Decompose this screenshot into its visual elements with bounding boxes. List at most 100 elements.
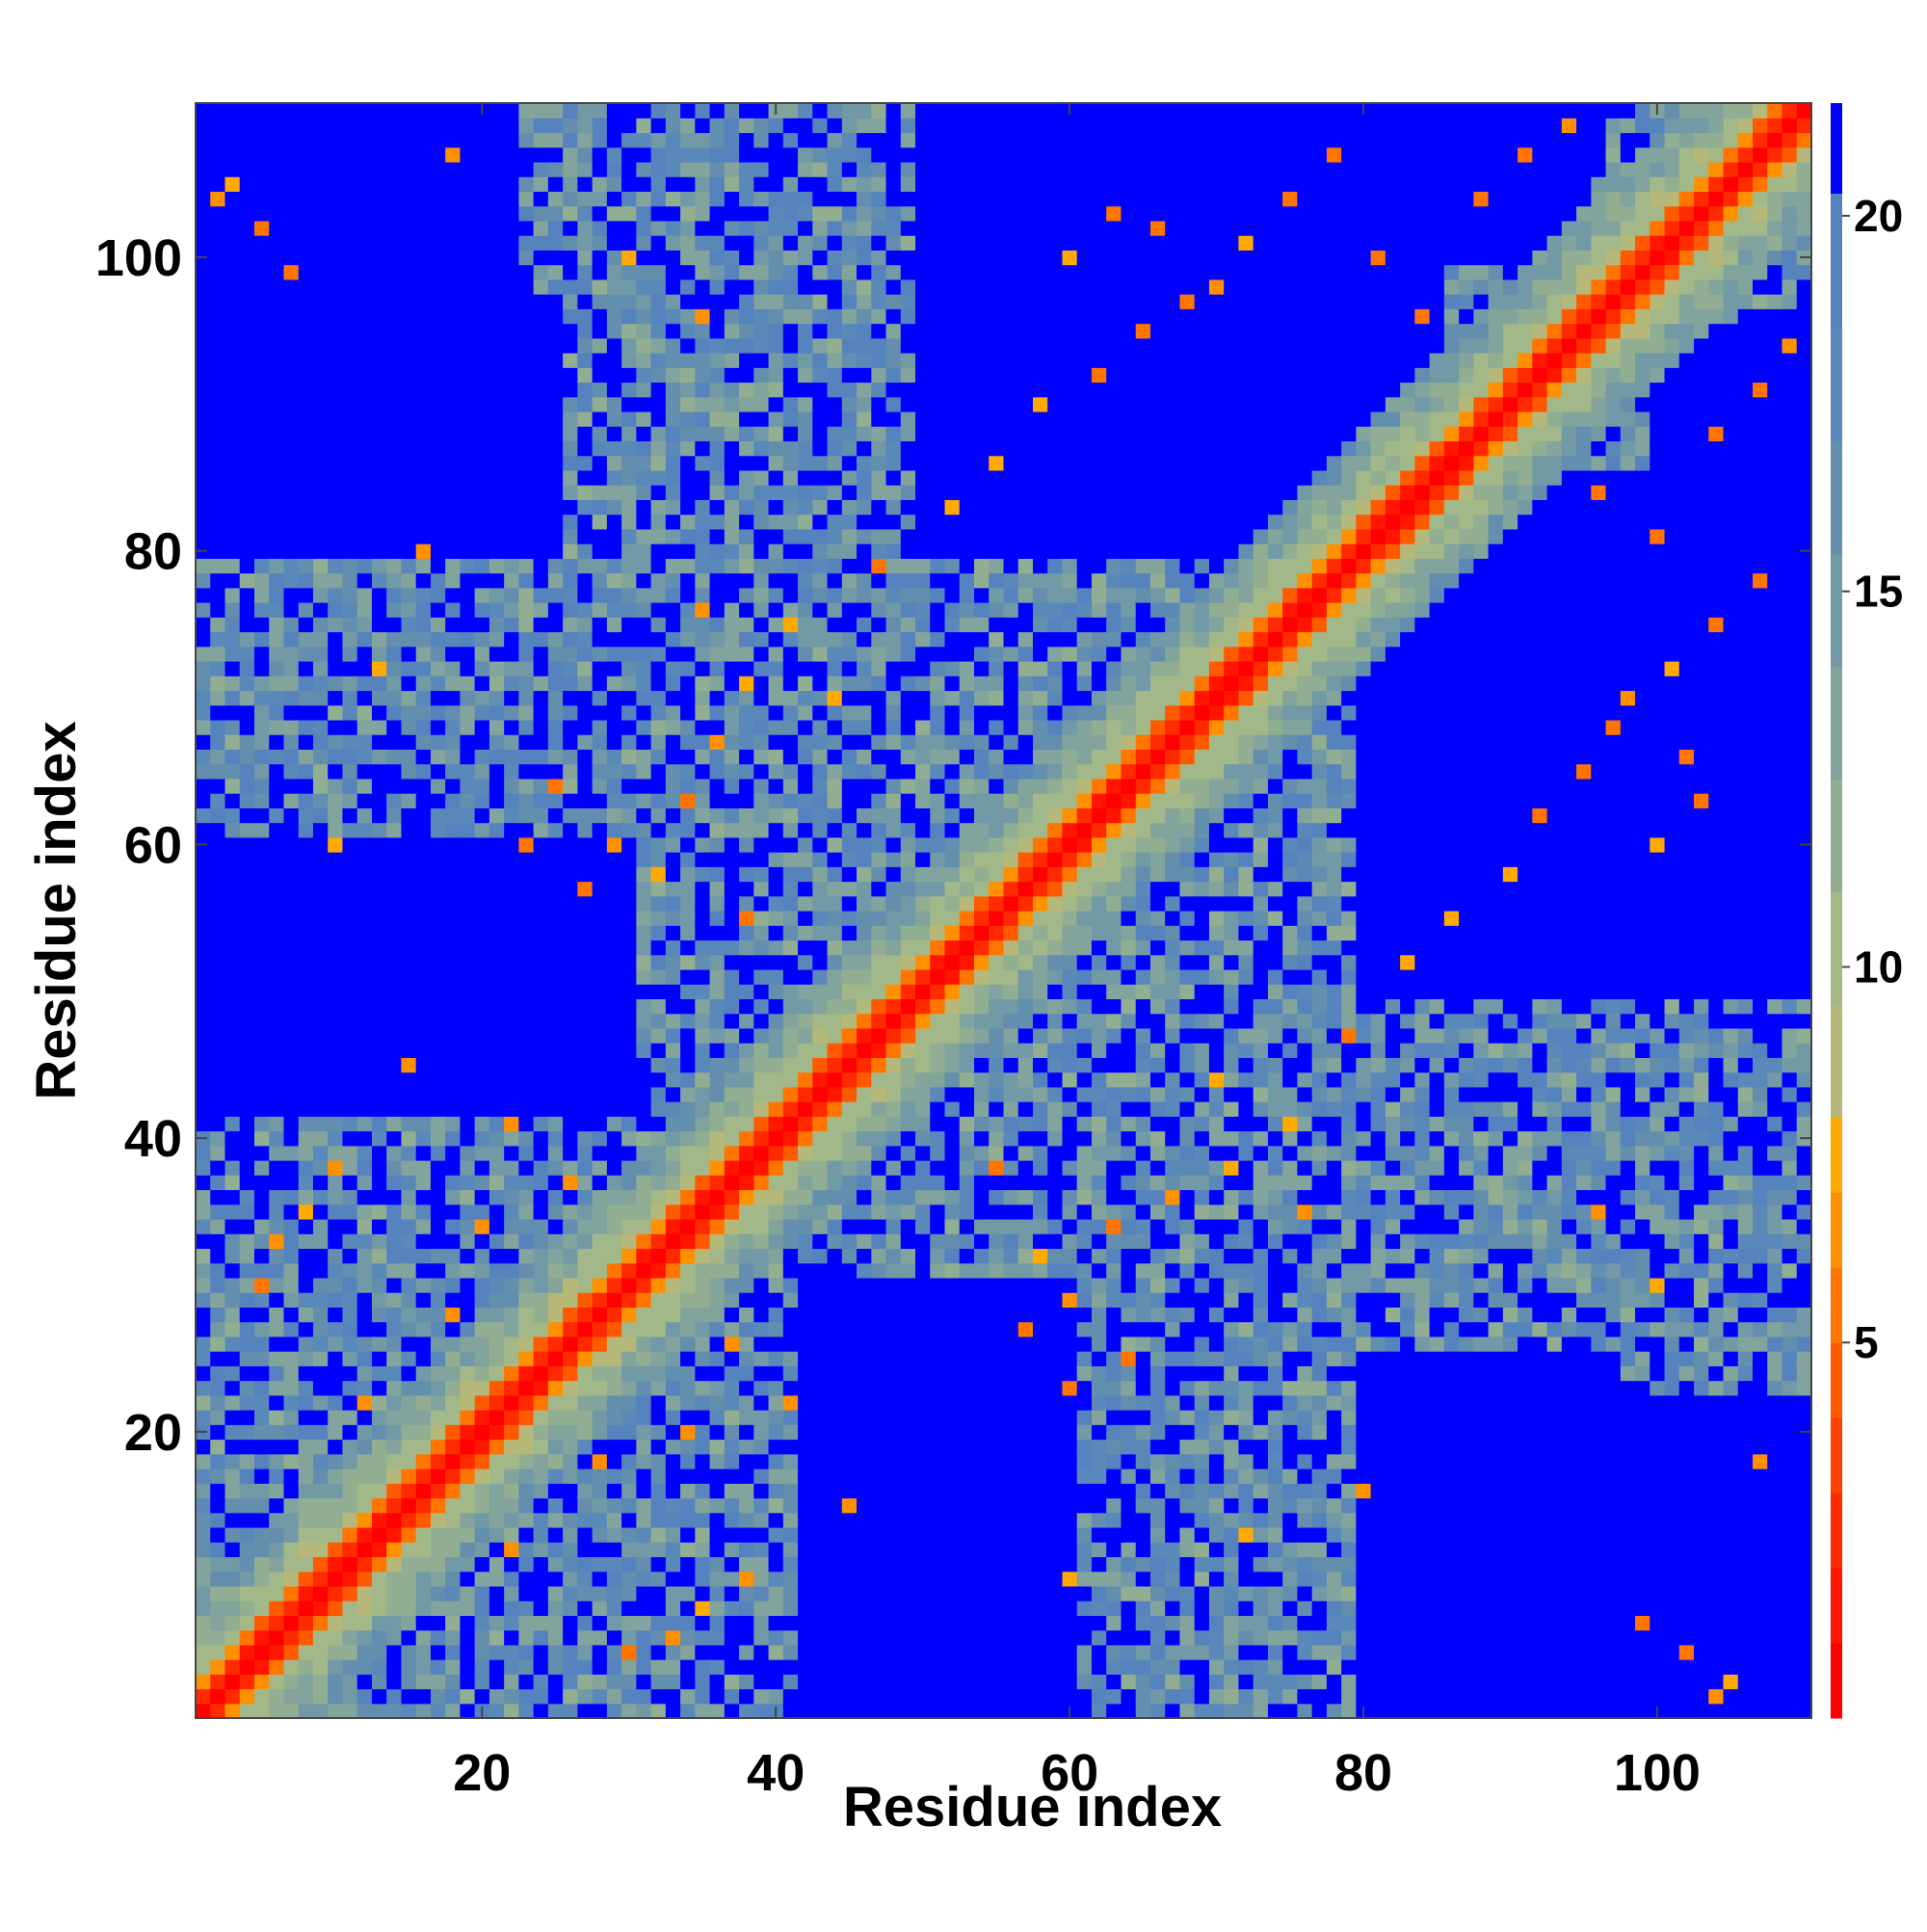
- heatmap-cell: [210, 220, 226, 236]
- heatmap-cell: [592, 132, 608, 148]
- heatmap-cell: [196, 1688, 211, 1705]
- heatmap-cell: [196, 998, 211, 1015]
- heatmap-cell: [488, 1703, 505, 1719]
- heatmap-cell: [239, 940, 255, 956]
- heatmap-cell: [386, 940, 403, 956]
- heatmap-cell: [577, 1013, 594, 1029]
- heatmap-cell: [606, 1262, 622, 1279]
- heatmap-cell: [739, 132, 754, 148]
- heatmap-cell: [430, 572, 446, 589]
- heatmap-cell: [680, 1365, 696, 1382]
- heatmap-cell: [768, 1483, 784, 1499]
- heatmap-cell: [283, 1277, 300, 1293]
- heatmap-cell: [430, 836, 446, 853]
- heatmap-cell: [812, 660, 829, 676]
- heatmap-cell: [356, 1189, 373, 1205]
- heatmap-cell: [753, 911, 770, 926]
- heatmap-cell: [239, 572, 255, 589]
- heatmap-cell: [650, 1057, 667, 1073]
- heatmap-cell: [386, 1307, 403, 1323]
- heatmap-cell: [695, 925, 711, 941]
- heatmap-cell: [356, 103, 373, 119]
- heatmap-cell: [518, 1204, 535, 1220]
- heatmap-cell: [621, 499, 637, 516]
- heatmap-cell: [533, 940, 549, 956]
- heatmap-cell: [857, 1160, 872, 1176]
- heatmap-cell: [371, 1248, 387, 1264]
- heatmap-cell: [592, 1116, 608, 1132]
- heatmap-cell: [621, 704, 637, 721]
- heatmap-cell: [739, 660, 754, 676]
- heatmap-cell: [239, 881, 255, 897]
- heatmap-cell: [547, 617, 564, 633]
- heatmap-cell: [474, 543, 490, 559]
- heatmap-cell: [753, 866, 770, 883]
- heatmap-cell: [768, 822, 784, 838]
- heatmap-cell: [592, 1542, 608, 1557]
- heatmap-cell: [386, 455, 403, 471]
- heatmap-cell: [768, 1365, 784, 1382]
- heatmap-cell: [841, 1204, 858, 1220]
- heatmap-cell: [210, 1512, 226, 1528]
- heatmap-cell: [269, 440, 285, 457]
- heatmap-cell: [827, 1659, 843, 1675]
- heatmap-cell: [577, 1380, 594, 1396]
- heatmap-cell: [401, 323, 417, 339]
- heatmap-cell: [224, 836, 241, 853]
- heatmap-cell: [210, 323, 226, 339]
- heatmap-cell: [739, 911, 754, 926]
- heatmap-cell: [488, 469, 505, 486]
- heatmap-cell: [768, 1410, 784, 1425]
- heatmap-cell: [695, 1424, 711, 1441]
- heatmap-cell: [253, 191, 270, 207]
- heatmap-cell: [342, 998, 358, 1015]
- heatmap-cell: [196, 205, 211, 222]
- heatmap-cell: [283, 558, 300, 574]
- heatmap-cell: [739, 1644, 754, 1660]
- heatmap-cell: [253, 1351, 270, 1366]
- heatmap-cell: [504, 176, 519, 193]
- heatmap-cell: [253, 704, 270, 721]
- heatmap-cell: [460, 1160, 476, 1176]
- heatmap-cell: [518, 410, 535, 427]
- heatmap-cell: [430, 528, 446, 544]
- heatmap-cell: [563, 852, 578, 867]
- heatmap-cell: [342, 617, 358, 633]
- heatmap-cell: [196, 793, 211, 808]
- heatmap-cell: [680, 1116, 696, 1132]
- heatmap-cell: [386, 543, 403, 559]
- heatmap-cell: [650, 1233, 667, 1250]
- heatmap-cell: [665, 410, 681, 427]
- heatmap-cell: [827, 1410, 843, 1425]
- heatmap-cell: [650, 469, 667, 486]
- heatmap-cell: [709, 807, 726, 824]
- heatmap-cell: [239, 1585, 255, 1601]
- heatmap-cell: [798, 822, 813, 838]
- heatmap-cell: [768, 118, 784, 134]
- heatmap-cell: [224, 1394, 241, 1411]
- heatmap-cell: [386, 1027, 403, 1044]
- heatmap-cell: [827, 763, 843, 780]
- heatmap-cell: [621, 1526, 637, 1543]
- heatmap-cell: [474, 1277, 490, 1293]
- heatmap-cell: [841, 572, 858, 589]
- heatmap-cell: [253, 1027, 270, 1044]
- heatmap-cell: [827, 161, 843, 177]
- heatmap-cell: [680, 367, 696, 384]
- heatmap-cell: [827, 118, 843, 134]
- heatmap-cell: [356, 426, 373, 442]
- heatmap-cell: [563, 543, 578, 559]
- heatmap-cell: [695, 911, 711, 926]
- heatmap-cell: [812, 1204, 829, 1220]
- heatmap-cell: [342, 1688, 358, 1705]
- heatmap-cell: [415, 1629, 432, 1646]
- heatmap-cell: [401, 1218, 417, 1234]
- heatmap-cell: [695, 499, 711, 516]
- heatmap-cell: [488, 911, 505, 926]
- heatmap-cell: [577, 1262, 594, 1279]
- heatmap-cell: [430, 660, 446, 676]
- heatmap-cell: [504, 1483, 519, 1499]
- heatmap-cell: [592, 807, 608, 824]
- heatmap-cell: [371, 235, 387, 251]
- heatmap-cell: [371, 353, 387, 368]
